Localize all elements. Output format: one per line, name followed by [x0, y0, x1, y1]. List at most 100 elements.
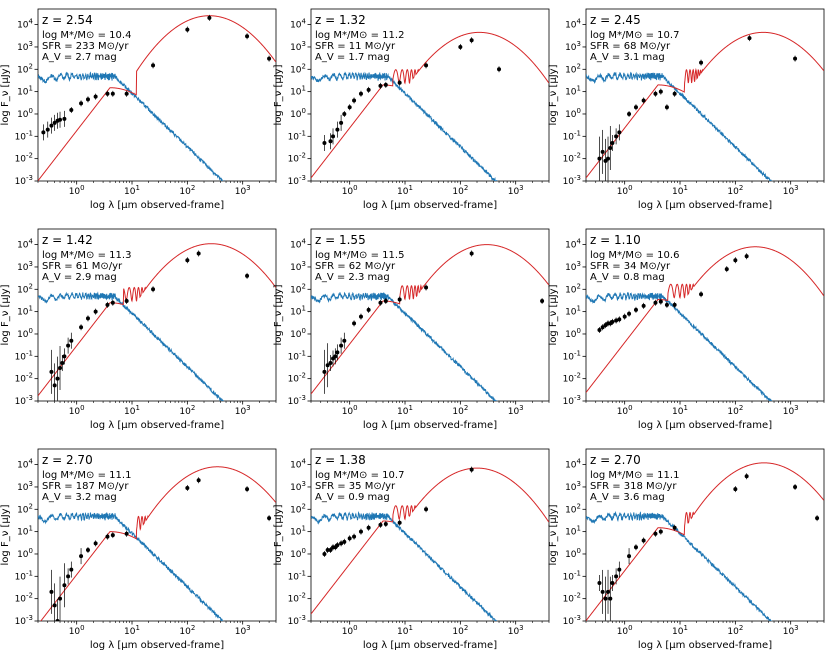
av-label: A_V = 3.2 mag — [42, 492, 117, 503]
x-tick-label: 102 — [179, 624, 195, 637]
photometry-point — [322, 141, 327, 146]
attenuated-sed-line — [311, 244, 549, 395]
x-tick-label: 101 — [672, 404, 688, 417]
mass-label: log M*/M⊙ = 10.6 — [590, 250, 679, 261]
sed-panel-6: 100 101 102 103 10-3 10-2 10-1 100 101 102 103 104 l… — [548, 228, 825, 431]
unattenuated-sed-line — [38, 71, 225, 181]
y-tick-label: 10-1 — [563, 349, 581, 362]
x-tick-label: 103 — [508, 624, 524, 637]
photometry-point — [66, 343, 71, 348]
y-tick-label: 102 — [565, 502, 581, 515]
y-tick-label: 104 — [565, 458, 581, 471]
photometry-point — [333, 354, 338, 359]
redshift-label: z = 2.70 — [42, 453, 93, 467]
photometry-point — [672, 302, 677, 307]
y-tick-label: 100 — [290, 327, 306, 340]
y-axis-label: log F_ν [μJy] — [548, 284, 559, 345]
photometry-point — [815, 516, 820, 521]
photometry-point — [55, 619, 60, 621]
photometry-point — [600, 325, 605, 330]
photometry-point — [322, 551, 327, 556]
y-tick-label: 10-2 — [15, 372, 33, 385]
y-tick-label: 10-3 — [288, 614, 306, 627]
photometry-point — [62, 583, 67, 588]
redshift-label: z = 1.10 — [590, 233, 641, 247]
photometry-point — [58, 117, 63, 122]
y-tick-label: 100 — [565, 107, 581, 120]
photometry-point — [699, 292, 704, 297]
y-tick-label: 10-3 — [563, 394, 581, 407]
photometry-point — [672, 91, 677, 96]
panel-frame — [310, 228, 550, 402]
photometry-point — [627, 554, 632, 559]
x-tick-label: 102 — [452, 184, 468, 197]
photometry-point — [267, 516, 272, 521]
photometry-point — [378, 300, 383, 305]
unattenuated-sed-line — [38, 512, 224, 621]
x-axis-label: log λ [μm observed-frame] — [363, 200, 497, 211]
photometry-point — [793, 484, 798, 489]
y-tick-label: 102 — [17, 62, 33, 75]
x-axis-label: log λ [μm observed-frame] — [90, 200, 224, 211]
x-tick-label: 103 — [783, 624, 799, 637]
photometry-point — [664, 302, 669, 307]
photometry-point — [617, 317, 622, 322]
x-tick-label: 101 — [397, 624, 413, 637]
y-tick-label: 10-2 — [288, 372, 306, 385]
sed-panel-3: 100 101 102 103 10-3 10-2 10-1 100 101 102 103 104 l… — [548, 8, 825, 211]
unattenuated-sed-line — [586, 71, 773, 181]
photometry-point — [378, 522, 383, 527]
y-tick-label: 103 — [290, 260, 306, 273]
photometry-point — [322, 369, 327, 374]
photometry-point — [617, 130, 622, 135]
y-tick-label: 101 — [17, 305, 33, 318]
photometry-point — [245, 487, 250, 492]
y-tick-label: 10-3 — [563, 614, 581, 627]
photometry-point — [540, 298, 545, 303]
attenuated-sed-line — [586, 31, 824, 179]
sfr-label: SFR = 318 M⊙/yr — [590, 481, 677, 492]
av-label: A_V = 3.6 mag — [590, 492, 665, 503]
x-tick-label: 101 — [124, 404, 140, 417]
sed-panel-1: 100 101 102 103 10-3 10-2 10-1 100 101 102 103 104 l… — [0, 8, 277, 211]
x-tick-label: 103 — [235, 624, 251, 637]
photometry-point — [608, 596, 613, 601]
photometry-point — [124, 91, 129, 96]
y-tick-label: 10-1 — [15, 569, 33, 582]
photometry-point — [658, 529, 663, 534]
y-tick-label: 101 — [290, 525, 306, 538]
y-tick-label: 101 — [565, 525, 581, 538]
x-axis-label: log λ [μm observed-frame] — [638, 200, 772, 211]
y-tick-label: 100 — [290, 107, 306, 120]
av-label: A_V = 0.8 mag — [590, 272, 665, 283]
mass-label: log M*/M⊙ = 11.3 — [42, 250, 131, 261]
y-tick-label: 103 — [290, 480, 306, 493]
photometry-point — [469, 38, 474, 43]
photometry-point — [69, 567, 74, 572]
photometry-point — [105, 302, 110, 307]
photometry-point — [79, 554, 84, 559]
photometry-point — [610, 319, 615, 324]
y-tick-label: 10-1 — [288, 569, 306, 582]
y-tick-label: 10-3 — [15, 394, 33, 407]
photometry-point — [342, 539, 347, 544]
y-tick-label: 104 — [290, 18, 306, 31]
photometry-point — [469, 467, 474, 472]
redshift-label: z = 2.45 — [590, 13, 641, 27]
photometry-point — [62, 354, 67, 359]
y-tick-label: 102 — [565, 62, 581, 75]
x-tick-label: 100 — [342, 184, 358, 197]
sfr-label: SFR = 61 M⊙/yr — [42, 261, 123, 272]
y-axis-label: log F_ν [μJy] — [273, 504, 284, 565]
x-tick-label: 100 — [342, 404, 358, 417]
photometry-point — [55, 376, 60, 381]
y-tick-label: 10-3 — [288, 394, 306, 407]
av-label: A_V = 1.7 mag — [315, 52, 390, 63]
photometry-point — [85, 316, 90, 321]
photometry-point — [110, 533, 115, 538]
photometry-point — [342, 111, 347, 116]
photometry-point — [608, 146, 613, 151]
photometry-point — [641, 303, 646, 308]
photometry-point — [49, 369, 54, 374]
y-tick-label: 100 — [565, 327, 581, 340]
